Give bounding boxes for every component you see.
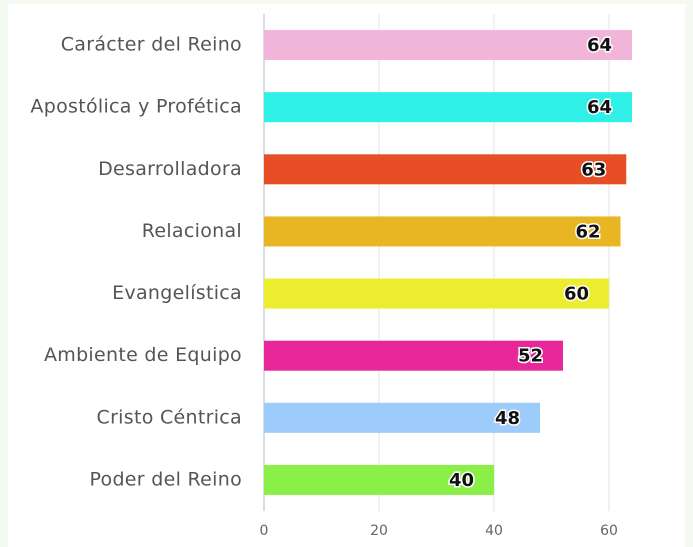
value-label: 40 bbox=[449, 470, 474, 491]
bar bbox=[264, 216, 621, 247]
x-tick-label: 20 bbox=[370, 523, 388, 539]
bar bbox=[264, 340, 563, 371]
bar bbox=[264, 464, 494, 495]
value-label: 64 bbox=[587, 35, 612, 56]
y-tick-label: Cristo Céntrica bbox=[97, 406, 243, 428]
y-tick-label: Ambiente de Equipo bbox=[44, 344, 242, 366]
y-tick-label: Carácter del Reino bbox=[61, 34, 242, 56]
x-tick-label: 40 bbox=[485, 523, 503, 539]
value-label: 48 bbox=[495, 408, 520, 429]
value-label: 64 bbox=[587, 97, 612, 118]
bar bbox=[264, 402, 540, 433]
x-tick-label: 60 bbox=[600, 523, 618, 539]
y-tick-label: Desarrolladora bbox=[98, 158, 242, 180]
value-label: 52 bbox=[518, 346, 543, 367]
y-tick-label: Relacional bbox=[142, 220, 242, 242]
bar bbox=[264, 154, 627, 185]
value-label: 63 bbox=[581, 159, 606, 180]
x-tick-label: 0 bbox=[260, 523, 269, 539]
y-tick-label: Poder del Reino bbox=[89, 468, 242, 490]
bar bbox=[264, 30, 632, 61]
y-tick-label: Apostólica y Profética bbox=[30, 96, 242, 118]
value-label: 62 bbox=[575, 221, 600, 242]
value-label: 60 bbox=[564, 284, 589, 305]
bar bbox=[264, 92, 632, 123]
bar bbox=[264, 278, 609, 309]
y-tick-label: Evangelística bbox=[112, 282, 242, 304]
